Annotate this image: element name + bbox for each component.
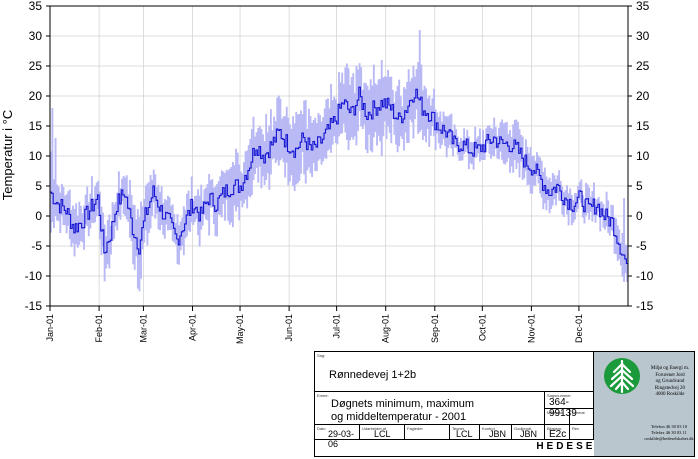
logo-panel: Miljø og Energi m. Forurenet Jord og Gru… bbox=[594, 352, 694, 456]
y-tick-label: 30 bbox=[29, 29, 43, 43]
company-line: Ringstedvej 20 bbox=[654, 385, 686, 391]
fagleder-label: Fagleder bbox=[407, 426, 423, 431]
contact-line: roskilde@hedeselskabet.dk bbox=[644, 436, 694, 441]
y-tick-label-right: 30 bbox=[636, 29, 650, 43]
x-tick-label: Apr-01 bbox=[188, 314, 198, 341]
emne-line-1: Døgnets minimum, maximum bbox=[331, 398, 475, 410]
x-tick-label: Oct-01 bbox=[477, 314, 487, 341]
udarbejdet-label: Udarbejdet af bbox=[362, 426, 387, 431]
tegner-value: LCL bbox=[456, 429, 473, 439]
y-tick-label: -5 bbox=[31, 239, 42, 253]
sag-value: Rønnedevej 1+2b bbox=[329, 369, 417, 381]
udarbejdet-cell: Udarbejdet af LCL bbox=[360, 425, 405, 440]
y-tick-label-right: 20 bbox=[636, 89, 650, 103]
y-tick-label-right: -10 bbox=[636, 269, 654, 283]
maalestok-label: Målestok bbox=[547, 410, 564, 415]
min-max-range-series bbox=[49, 30, 629, 292]
y-tick-label: 15 bbox=[29, 119, 43, 133]
x-tick-label: Dec-01 bbox=[574, 314, 584, 343]
company-line: Miljø og Energi m. bbox=[650, 366, 690, 371]
company-contact: Telefon 46 30 03 10 Telefax 46 30 03 11 … bbox=[644, 424, 694, 442]
x-tick-label: Jul-01 bbox=[332, 314, 342, 339]
dato-cell: Dato 29-03-06 bbox=[315, 425, 360, 449]
x-tick-label: Aug-01 bbox=[381, 314, 391, 343]
mean-temperature-line bbox=[50, 86, 628, 265]
format-cell: Format bbox=[570, 409, 594, 425]
kontrol-value: JBN bbox=[489, 429, 507, 439]
godkendt-value: JBN bbox=[520, 429, 538, 439]
emne-line-2: og middeltemperatur - 2001 bbox=[331, 411, 467, 423]
emne-cell: Emne: Døgnets minimum, maximum og middel… bbox=[315, 392, 545, 425]
sagsnummer-label: Sagsnummer bbox=[547, 393, 571, 398]
x-tick-label: Nov-01 bbox=[526, 314, 536, 343]
x-tick-label: Feb-01 bbox=[94, 314, 104, 343]
y-tick-label: 0 bbox=[35, 209, 42, 223]
tegner-cell: Tegner LCL bbox=[450, 425, 480, 440]
y-tick-label-right: 35 bbox=[636, 0, 650, 13]
y-tick-label-right: 0 bbox=[636, 209, 643, 223]
y-tick-label-right: 5 bbox=[636, 179, 643, 193]
sag-cell: Sag: Rønnedevej 1+2b bbox=[315, 352, 594, 392]
dato-label: Dato bbox=[317, 426, 326, 431]
y-tick-label-right: 15 bbox=[636, 119, 650, 133]
fagleder-cell: Fagleder bbox=[405, 425, 450, 440]
company-line: og Grundvand bbox=[655, 379, 685, 384]
y-axis-right: -15 -10 -5 0 5 10 15 20 25 30 35 bbox=[628, 0, 654, 313]
y-tick-label: 5 bbox=[35, 179, 42, 193]
y-tick-label: 20 bbox=[29, 89, 43, 103]
x-tick-label: Sep-01 bbox=[430, 314, 440, 343]
sag-label: Sag: bbox=[317, 353, 326, 358]
y-tick-label-right: 25 bbox=[636, 59, 650, 73]
tree-logo-icon bbox=[604, 358, 640, 394]
sagsnummer-value: 364-99139 bbox=[549, 397, 577, 419]
contact-line: Telefon 46 30 03 10 bbox=[650, 424, 688, 429]
udarbejdet-value: LCL bbox=[374, 429, 391, 439]
y-tick-label: 10 bbox=[29, 149, 43, 163]
bilagsnr-cell: Bilagsnr. E2c bbox=[545, 425, 570, 440]
y-tick-label: -15 bbox=[25, 299, 43, 313]
x-tick-label: Jan-01 bbox=[45, 314, 55, 342]
bilagsnr-label: Bilagsnr. bbox=[547, 426, 563, 431]
y-tick-label: 25 bbox=[29, 59, 43, 73]
emne-label: Emne: bbox=[317, 393, 329, 398]
kontrol-cell: Kontrol JBN bbox=[480, 425, 512, 440]
bilagsnr-value: E2c bbox=[549, 429, 567, 440]
format-label: Format bbox=[572, 410, 585, 415]
rev-cell: Rev bbox=[570, 425, 594, 440]
y-tick-label: -10 bbox=[25, 269, 43, 283]
y-tick-label-right: -15 bbox=[636, 299, 654, 313]
y-tick-label: 35 bbox=[29, 0, 43, 13]
contact-line: Telefax 46 30 03 11 bbox=[651, 430, 687, 435]
x-tick-label: May-01 bbox=[235, 314, 245, 344]
tegner-label: Tegner bbox=[452, 426, 465, 431]
rev-label: Rev bbox=[572, 426, 580, 431]
dato-value: 29-03-06 bbox=[328, 429, 355, 449]
y-axis-left: -15 -10 -5 0 5 10 15 20 25 30 35 bbox=[25, 0, 50, 313]
x-tick-label: Mar-01 bbox=[138, 314, 148, 343]
x-tick-label: Jun-01 bbox=[284, 314, 294, 342]
kontrol-label: Kontrol bbox=[482, 426, 495, 431]
godkendt-cell: Godkendt JBN bbox=[512, 425, 545, 440]
x-axis: Jan-01 Feb-01 Mar-01 Apr-01 May-01 Jun-01 Jul-… bbox=[45, 306, 584, 344]
company-line: 4000 Roskilde bbox=[655, 392, 685, 397]
y-tick-label-right: -5 bbox=[636, 239, 647, 253]
y-axis-label: Temperatur i °C bbox=[0, 110, 15, 200]
title-block: Sag: Rønnedevej 1+2b Emne: Døgnets minim… bbox=[314, 351, 695, 457]
company-line: Forurenet Jord bbox=[655, 372, 685, 378]
sagsnummer-cell: Sagsnummer 364-99139 bbox=[545, 392, 594, 419]
y-tick-label-right: 10 bbox=[636, 149, 650, 163]
company-address: Miljø og Energi m. Forurenet Jord og Gru… bbox=[647, 366, 693, 399]
godkendt-label: Godkendt bbox=[514, 426, 532, 431]
maalestok-cell: Målestok bbox=[545, 409, 570, 425]
chart-grid bbox=[49, 5, 628, 307]
